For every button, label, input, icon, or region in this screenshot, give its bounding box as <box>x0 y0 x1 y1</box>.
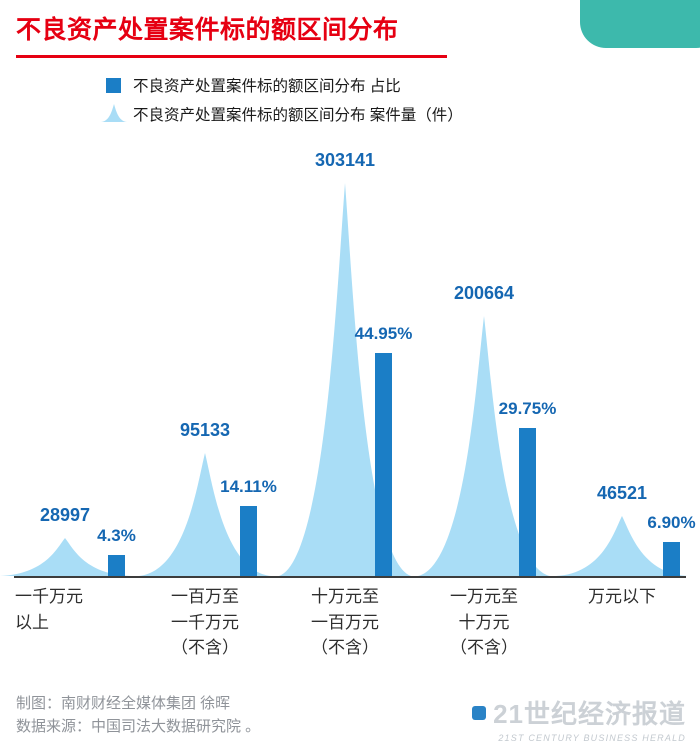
legend-item-count: 不良资产处置案件标的额区间分布 案件量（件） <box>101 103 463 125</box>
bar-swatch-icon <box>106 77 121 93</box>
percent-bar <box>519 428 536 576</box>
percent-bar <box>663 542 680 576</box>
footer: 制图：南财财经全媒体集团 徐晖 数据来源：中国司法大数据研究院 。 <box>16 692 260 739</box>
x-axis-label: 一千万元 以上 <box>15 587 83 632</box>
case-count-peak <box>556 516 688 576</box>
case-count-value: 200664 <box>453 283 515 303</box>
x-axis-label: 十万元至 一百万元 （不含） <box>311 587 379 657</box>
percent-bar <box>108 555 125 576</box>
case-count-value: 303141 <box>314 150 376 170</box>
x-axis-label: 一百万至 一千万元 （不含） <box>171 587 239 657</box>
percent-value: 4.3% <box>97 526 136 545</box>
legend: 不良资产处置案件标的额区间分布 占比 不良资产处置案件标的额区间分布 案件量（件… <box>101 74 463 132</box>
footer-source: 数据来源：中国司法大数据研究院 。 <box>16 718 261 736</box>
chart: 28997 4.3% 95133 14.11% 303141 44.95% 200664 29… <box>0 140 696 578</box>
case-count-peak <box>139 453 271 576</box>
percent-value: 29.75% <box>498 399 557 418</box>
legend-label-proportion: 不良资产处置案件标的额区间分布 占比 <box>133 78 401 95</box>
percent-value: 44.95% <box>354 324 413 343</box>
logo-mark-icon <box>472 705 487 720</box>
logo-tagline: 21ST CENTURY BUSINESS HERALD <box>498 733 686 742</box>
logo-name: 21世纪经济报道 <box>493 699 686 729</box>
percent-bar <box>375 353 392 576</box>
corner-decoration <box>580 0 700 48</box>
x-axis-label: 一万元至 十万元 （不含） <box>450 587 518 657</box>
page-title: 不良资产处置案件标的额区间分布 <box>16 10 447 58</box>
logo: 21世纪经济报道 21ST CENTURY BUSINESS HERALD <box>472 694 686 742</box>
case-count-value: 95133 <box>179 420 231 440</box>
legend-label-count: 不良资产处置案件标的额区间分布 案件量（件） <box>133 107 463 124</box>
case-count-peak <box>279 183 411 576</box>
x-axis-labels: 一千万元 以上 一百万至 一千万元 （不含） 十万元至 一百万元 （不含） 一万元至 十万元 （不含… <box>14 584 686 684</box>
case-count-value: 46521 <box>596 483 648 503</box>
x-axis-label: 万元以下 <box>588 587 656 606</box>
case-count-value: 28997 <box>39 505 91 525</box>
percent-value: 14.11% <box>220 477 277 496</box>
case-count-peak <box>418 316 550 576</box>
legend-item-proportion: 不良资产处置案件标的额区间分布 占比 <box>106 74 463 96</box>
percent-bar <box>240 506 257 576</box>
case-count-peak <box>0 538 131 576</box>
peak-swatch-icon <box>101 104 127 122</box>
percent-value: 6.90% <box>647 513 696 532</box>
footer-credit: 制图：南财财经全媒体集团 徐晖 <box>16 695 231 712</box>
